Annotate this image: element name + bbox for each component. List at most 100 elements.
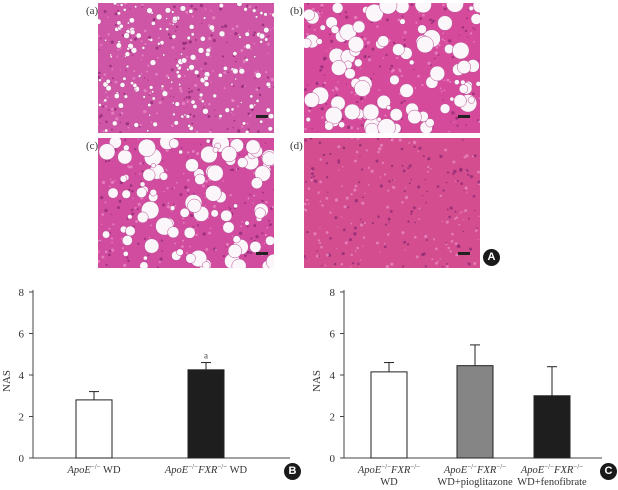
tissue-speck [377, 215, 380, 218]
tissue-speck [455, 253, 459, 257]
tissue-speck [467, 262, 469, 264]
tissue-speck [356, 127, 360, 130]
tissue-speck [410, 178, 412, 181]
tissue-speck [426, 170, 429, 173]
tissue-speck [410, 210, 414, 213]
tissue-speck [360, 124, 363, 127]
fat-vacuole [165, 27, 170, 32]
tissue-speck [441, 265, 444, 268]
tissue-speck [201, 22, 203, 24]
tissue-speck [261, 23, 265, 27]
tissue-speck [370, 169, 374, 173]
tissue-speck [325, 103, 328, 105]
fat-vacuole [201, 261, 211, 268]
tissue-speck [169, 22, 172, 25]
tissue-speck [319, 141, 322, 144]
tissue-speck [387, 217, 391, 221]
tissue-speck [363, 37, 367, 41]
tissue-speck [170, 124, 174, 127]
tissue-speck [306, 84, 309, 86]
fat-vacuole [185, 114, 191, 119]
tissue-speck [401, 231, 405, 235]
tissue-speck [212, 16, 216, 20]
tissue-speck [98, 123, 100, 125]
tissue-speck [443, 79, 446, 82]
tissue-speck [137, 138, 140, 141]
tissue-speck [392, 185, 396, 189]
fat-vacuole [205, 185, 222, 202]
tissue-speck [105, 105, 108, 108]
category-label: ApoE−/−FXR−/− WD [164, 463, 248, 476]
tissue-speck [109, 178, 112, 181]
tissue-speck [350, 222, 353, 225]
tissue-speck [111, 68, 114, 71]
tissue-speck [404, 195, 409, 200]
tissue-speck [465, 169, 469, 172]
tissue-speck [354, 250, 357, 252]
tissue-speck [139, 125, 141, 128]
tissue-speck [113, 107, 117, 111]
tissue-speck [205, 247, 209, 251]
fat-vacuole [265, 81, 271, 88]
tissue-speck [421, 83, 424, 87]
tissue-speck [249, 251, 253, 255]
tissue-speck [120, 111, 124, 115]
tissue-speck [144, 43, 147, 46]
tissue-speck [208, 130, 213, 133]
tissue-speck [174, 242, 176, 245]
tissue-speck [182, 221, 185, 224]
fat-vacuole [304, 38, 312, 49]
fat-vacuole [171, 34, 177, 40]
category-label-line2: WD+pioglitazone [437, 477, 513, 488]
tissue-speck [223, 87, 226, 90]
tissue-speck [193, 7, 196, 10]
fat-vacuole [102, 230, 111, 239]
tissue-speck [342, 146, 346, 150]
tissue-speck [107, 159, 111, 162]
fat-vacuole [304, 92, 320, 108]
tissue-speck [325, 176, 329, 179]
tissue-speck [417, 150, 420, 153]
tissue-speck [445, 220, 449, 224]
fat-vacuole [139, 261, 149, 268]
fat-vacuole [160, 84, 165, 89]
tissue-speck [341, 185, 344, 188]
tissue-speck [129, 8, 131, 10]
y-tick-label: 6 [19, 329, 25, 341]
tissue-speck [257, 70, 259, 73]
fat-vacuole [377, 118, 396, 133]
tissue-speck [261, 199, 264, 203]
fat-vacuole [230, 83, 234, 86]
fat-vacuole [149, 59, 157, 66]
tissue-speck [269, 223, 272, 227]
y-tick-label: 0 [19, 453, 25, 465]
micrograph-label-c: (c) [86, 140, 99, 152]
tissue-speck [253, 31, 256, 34]
tissue-speck [446, 171, 450, 174]
fat-vacuole [378, 3, 398, 15]
fat-vacuole [133, 122, 139, 128]
tissue-speck [442, 99, 445, 101]
fat-vacuole [376, 116, 382, 122]
fat-vacuole [187, 124, 192, 128]
tissue-speck [359, 156, 361, 158]
tissue-speck [439, 194, 442, 198]
fat-vacuole [248, 103, 255, 110]
tissue-speck [270, 77, 274, 82]
fat-vacuole [119, 3, 124, 7]
tissue-speck [140, 40, 143, 43]
tissue-speck [392, 41, 396, 45]
fat-vacuole [171, 23, 175, 26]
tissue-speck [327, 191, 329, 193]
tissue-speck [358, 181, 361, 184]
tissue-speck [192, 226, 195, 228]
tissue-speck [349, 125, 354, 130]
tissue-speck [452, 160, 456, 164]
tissue-speck [337, 145, 341, 149]
tissue-speck [468, 217, 471, 220]
tissue-speck [237, 33, 241, 36]
tissue-speck [212, 204, 216, 208]
tissue-speck [255, 6, 258, 9]
tissue-speck [258, 93, 262, 97]
tissue-speck [364, 192, 366, 195]
